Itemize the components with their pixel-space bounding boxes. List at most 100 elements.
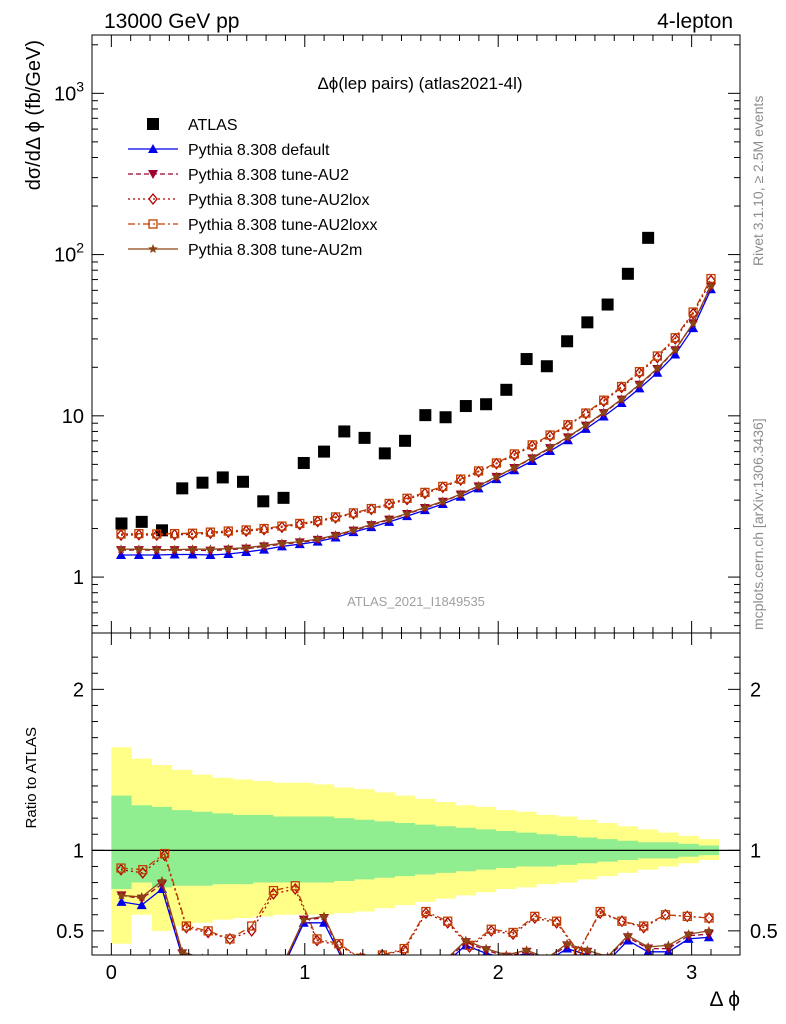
ratio-data-point: [421, 907, 431, 920]
ratio-y-tick-label: 1: [73, 840, 84, 862]
main-data-point: [216, 471, 229, 484]
ratio-data-point: [136, 900, 147, 910]
ratio-data-point: [181, 921, 192, 931]
main-data-point: [491, 471, 502, 481]
main-data-point: [384, 498, 394, 509]
main-data-point: [581, 408, 591, 418]
main-data-point: [169, 528, 180, 539]
ratio-data-point: [551, 916, 562, 926]
main-data-point: [205, 527, 216, 537]
main-series-line: [120, 280, 712, 536]
ratio-data-point: [177, 946, 187, 955]
main-data-point: [277, 538, 287, 548]
main-data-point: [527, 440, 537, 450]
main-data-point: [312, 534, 323, 544]
main-data-point: [257, 495, 270, 508]
main-data-point: [561, 335, 574, 348]
main-data-point: [563, 419, 573, 432]
ratio-data-point: [137, 866, 148, 879]
legend-entry: Pythia 8.308 tune-AU2lox: [128, 192, 369, 209]
main-data-point: [330, 511, 341, 524]
main-data-point: [706, 280, 716, 290]
ratio-data-point: [595, 907, 605, 920]
main-series-line: [121, 288, 712, 556]
ratio-data-point: [290, 882, 301, 896]
main-data-point: [420, 502, 430, 512]
ratio-data-point: [486, 924, 497, 937]
main-data-point: [527, 439, 538, 453]
ratio-data-point: [116, 890, 127, 900]
legend-label: Pythia 8.308 tune-AU2lox: [188, 192, 369, 209]
main-data-point: [473, 480, 484, 490]
main-data-point: [634, 366, 645, 377]
main-data-point: [509, 462, 520, 472]
main-data-point: [545, 442, 555, 452]
ratio-series-pythia-8-308-tune-au2m: [116, 875, 714, 967]
main-data-point: [599, 395, 609, 405]
ratio-data-point: [400, 961, 410, 970]
ratio-data-point: [355, 953, 366, 955]
header-right: 4-lepton: [657, 10, 733, 33]
main-data-point: [259, 540, 269, 550]
ratio-data-point: [464, 940, 475, 953]
main-data-point: [338, 425, 351, 438]
ratio-data-point: [181, 921, 192, 934]
main-data-point: [581, 420, 591, 430]
ratio-data-point: [420, 958, 430, 967]
main-data-point: [563, 420, 573, 430]
ratio-data-point: [443, 916, 453, 926]
ratio-data-point: [218, 956, 228, 965]
main-x-ticks: [110, 35, 712, 633]
legend-entry: ATLAS: [147, 117, 238, 134]
main-data-point: [455, 489, 466, 499]
main-y-axis-label: dσ/dΔ ϕ (fb/GeV): [23, 40, 45, 190]
main-data-point: [237, 475, 250, 488]
ratio-data-point: [481, 943, 491, 953]
main-data-point: [116, 529, 126, 539]
ratio-data-point: [623, 930, 633, 940]
main-title: Δϕ(lep pairs) (atlas2021-4l): [317, 74, 522, 93]
main-data-point: [540, 360, 553, 373]
ratio-data-point: [258, 964, 268, 973]
main-data-point: [313, 515, 323, 526]
ratio-data-point: [703, 930, 714, 940]
ratio-data-point: [360, 957, 370, 966]
main-y-tick-label: 1: [73, 567, 84, 589]
main-data-point: [277, 521, 287, 531]
ratio-data-point: [425, 954, 426, 955]
main-data-point: [419, 409, 432, 422]
main-ratio-bands: [115, 231, 716, 560]
main-data-point: [152, 529, 162, 539]
ratio-data-point: [441, 957, 451, 966]
ratio-data-point: [360, 956, 370, 965]
main-data-point: [634, 379, 645, 389]
main-data-point: [439, 411, 452, 424]
legend-label: Pythia 8.308 tune-AU2loxx: [188, 217, 377, 234]
main-data-point: [134, 544, 144, 554]
main-series-pythia-8-308-tune-au2lox: [116, 274, 716, 542]
ratio-data-point: [238, 961, 248, 970]
ratio-data-point: [399, 943, 409, 954]
ratio-x-tick-label: 2: [493, 962, 504, 984]
main-data-point: [297, 456, 310, 469]
main-data-point: [688, 307, 698, 317]
legend-entry: Pythia 8.308 tune-AU2m: [128, 242, 362, 259]
main-data-point: [581, 316, 594, 329]
ratio-data-point: [138, 865, 148, 875]
main-data-point: [563, 431, 573, 441]
ratio-data-point: [400, 958, 410, 967]
main-data-point: [652, 351, 663, 364]
main-data-point: [358, 431, 371, 444]
ratio-data-point: [203, 926, 213, 939]
legend-label: Pythia 8.308 tune-AU2: [188, 167, 349, 184]
ratio-data-point: [279, 961, 289, 970]
legend-label: Pythia 8.308 default: [188, 142, 330, 159]
ratio-data-point: [299, 914, 309, 924]
main-data-point: [459, 400, 472, 413]
ratio-data-point: [441, 958, 451, 967]
ratio-data-point: [595, 906, 605, 917]
main-data-point: [176, 482, 189, 495]
ratio-data-point: [360, 958, 370, 967]
ratio-data-point: [445, 954, 446, 955]
ratio-data-point: [530, 911, 540, 922]
